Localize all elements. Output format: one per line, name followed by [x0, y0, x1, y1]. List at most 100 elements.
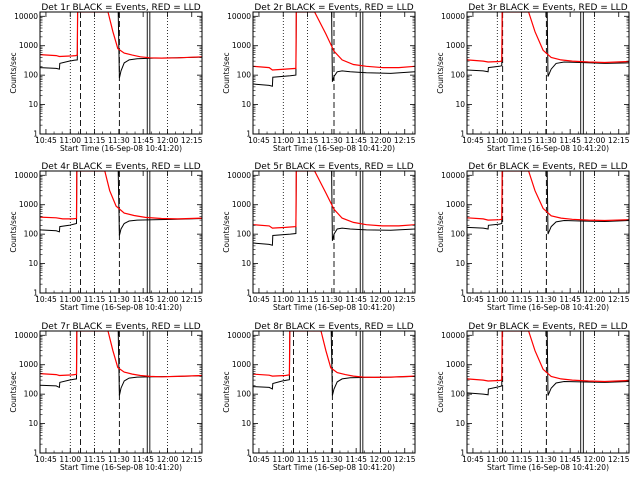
x-tick-label: 11:00 — [59, 455, 81, 464]
y-tick-label: 10000 — [14, 331, 38, 340]
y-tick-label: 10 — [455, 259, 465, 268]
x-tick-label: 11:15 — [297, 455, 319, 464]
lld-series-line — [253, 331, 415, 379]
lld-series-line — [40, 12, 202, 59]
y-tick-label: 10000 — [14, 12, 38, 21]
plot-frame — [252, 170, 416, 294]
series-group — [467, 331, 629, 396]
plot-frame — [466, 11, 630, 135]
y-tick-label: 1 — [460, 449, 465, 458]
y-axis-label: Counts/sec — [436, 52, 445, 93]
y-tick-label: 1000 — [19, 41, 38, 50]
y-tick-label: 10000 — [227, 331, 251, 340]
x-tick-label: 10:45 — [248, 455, 270, 464]
panel-title: Det 9r BLACK = Events, RED = LLD — [468, 322, 627, 332]
plot-frame — [252, 330, 416, 454]
y-tick-label: 100 — [24, 230, 39, 239]
lld-series-line — [253, 171, 415, 229]
x-tick-label: 10:45 — [35, 455, 57, 464]
y-tick-label: 100 — [237, 230, 252, 239]
y-tick-label: 1 — [33, 289, 38, 298]
x-tick-label: 12:15 — [608, 295, 630, 304]
y-tick-label: 100 — [237, 390, 252, 399]
x-tick-label: 12:00 — [370, 136, 392, 145]
chart-panel-3: 1 10 100 1000 10000 10:45 11:00 11:15 11:30 11:45… — [436, 3, 630, 153]
y-tick-label: 1000 — [232, 200, 251, 209]
x-tick-label: 12:15 — [394, 136, 416, 145]
x-tick-label: 11:30 — [321, 455, 343, 464]
panel-title: Det 6r BLACK = Events, RED = LLD — [468, 162, 627, 172]
x-tick-label: 12:15 — [394, 295, 416, 304]
x-tick-label: 11:30 — [321, 295, 343, 304]
plot-frame — [39, 11, 203, 135]
x-tick-label: 11:00 — [272, 136, 294, 145]
x-tick-label: 11:30 — [535, 295, 557, 304]
x-tick-label: 12:15 — [181, 455, 203, 464]
x-tick-label: 11:15 — [84, 455, 106, 464]
panel-title: Det 5r BLACK = Events, RED = LLD — [254, 162, 413, 172]
panel-title: Det 2r BLACK = Events, RED = LLD — [254, 3, 413, 13]
y-axis-label: Counts/sec — [9, 371, 18, 412]
y-tick-label: 10000 — [227, 171, 251, 180]
y-tick-label: 100 — [451, 390, 466, 399]
events-series-line — [253, 331, 415, 396]
x-tick-label: 11:15 — [297, 136, 319, 145]
panel-title: Det 3r BLACK = Events, RED = LLD — [468, 3, 627, 13]
x-tick-label: 12:00 — [584, 136, 606, 145]
plot-frame — [252, 11, 416, 135]
plot-frame — [466, 170, 630, 294]
x-tick-label: 12:00 — [370, 295, 392, 304]
x-axis-label: Start Time (16-Sep-08 10:41:20) — [273, 144, 395, 153]
x-tick-label: 10:45 — [462, 455, 484, 464]
x-axis-label: Start Time (16-Sep-08 10:41:20) — [60, 463, 182, 472]
x-tick-label: 10:45 — [248, 136, 270, 145]
x-tick-label: 11:30 — [108, 295, 130, 304]
y-tick-label: 1000 — [19, 200, 38, 209]
y-tick-label: 10000 — [441, 12, 465, 21]
x-tick-label: 11:45 — [559, 455, 581, 464]
x-tick-label: 11:30 — [535, 136, 557, 145]
events-series-line — [467, 331, 629, 396]
y-axis-label: Counts/sec — [436, 211, 445, 252]
series-group — [40, 12, 202, 79]
chart-panel-2: 1 10 100 1000 10000 10:45 11:00 11:15 11:30 11:45… — [222, 3, 416, 153]
x-tick-label: 11:45 — [132, 455, 154, 464]
x-axis-label: Start Time (16-Sep-08 10:41:20) — [60, 144, 182, 153]
x-tick-label: 11:30 — [321, 136, 343, 145]
y-tick-label: 10 — [455, 419, 465, 428]
series-group — [40, 331, 202, 396]
y-tick-label: 10 — [241, 259, 251, 268]
x-tick-label: 10:45 — [35, 295, 57, 304]
y-tick-label: 10 — [241, 100, 251, 109]
x-axis-label: Start Time (16-Sep-08 10:41:20) — [273, 463, 395, 472]
chart-panel-1: 1 10 100 1000 10000 10:45 11:00 11:15 11:30 11:45… — [9, 3, 203, 153]
x-axis-label: Start Time (16-Sep-08 10:41:20) — [487, 303, 609, 312]
x-tick-label: 10:45 — [462, 295, 484, 304]
y-tick-label: 1 — [246, 289, 251, 298]
lld-series-line — [467, 171, 629, 222]
y-tick-label: 10000 — [441, 331, 465, 340]
y-tick-label: 10000 — [14, 171, 38, 180]
lld-series-line — [467, 331, 629, 383]
x-tick-label: 11:00 — [272, 455, 294, 464]
x-tick-label: 11:45 — [132, 136, 154, 145]
plot-frame — [39, 330, 203, 454]
x-tick-label: 12:00 — [584, 295, 606, 304]
y-tick-label: 1 — [33, 449, 38, 458]
events-series-line — [467, 12, 629, 77]
x-axis-label: Start Time (16-Sep-08 10:41:20) — [487, 463, 609, 472]
series-group — [253, 171, 415, 246]
panel-title: Det 4r BLACK = Events, RED = LLD — [41, 162, 200, 172]
y-tick-label: 1000 — [446, 200, 465, 209]
events-series-line — [40, 171, 202, 236]
y-tick-label: 1000 — [19, 360, 38, 369]
y-tick-label: 10 — [28, 419, 38, 428]
lld-series-line — [40, 171, 202, 220]
series-group — [253, 12, 415, 87]
x-tick-label: 11:15 — [84, 295, 106, 304]
panel-title: Det 8r BLACK = Events, RED = LLD — [254, 322, 413, 332]
x-tick-label: 11:45 — [345, 295, 367, 304]
x-tick-label: 10:45 — [35, 136, 57, 145]
lld-series-line — [467, 12, 629, 64]
